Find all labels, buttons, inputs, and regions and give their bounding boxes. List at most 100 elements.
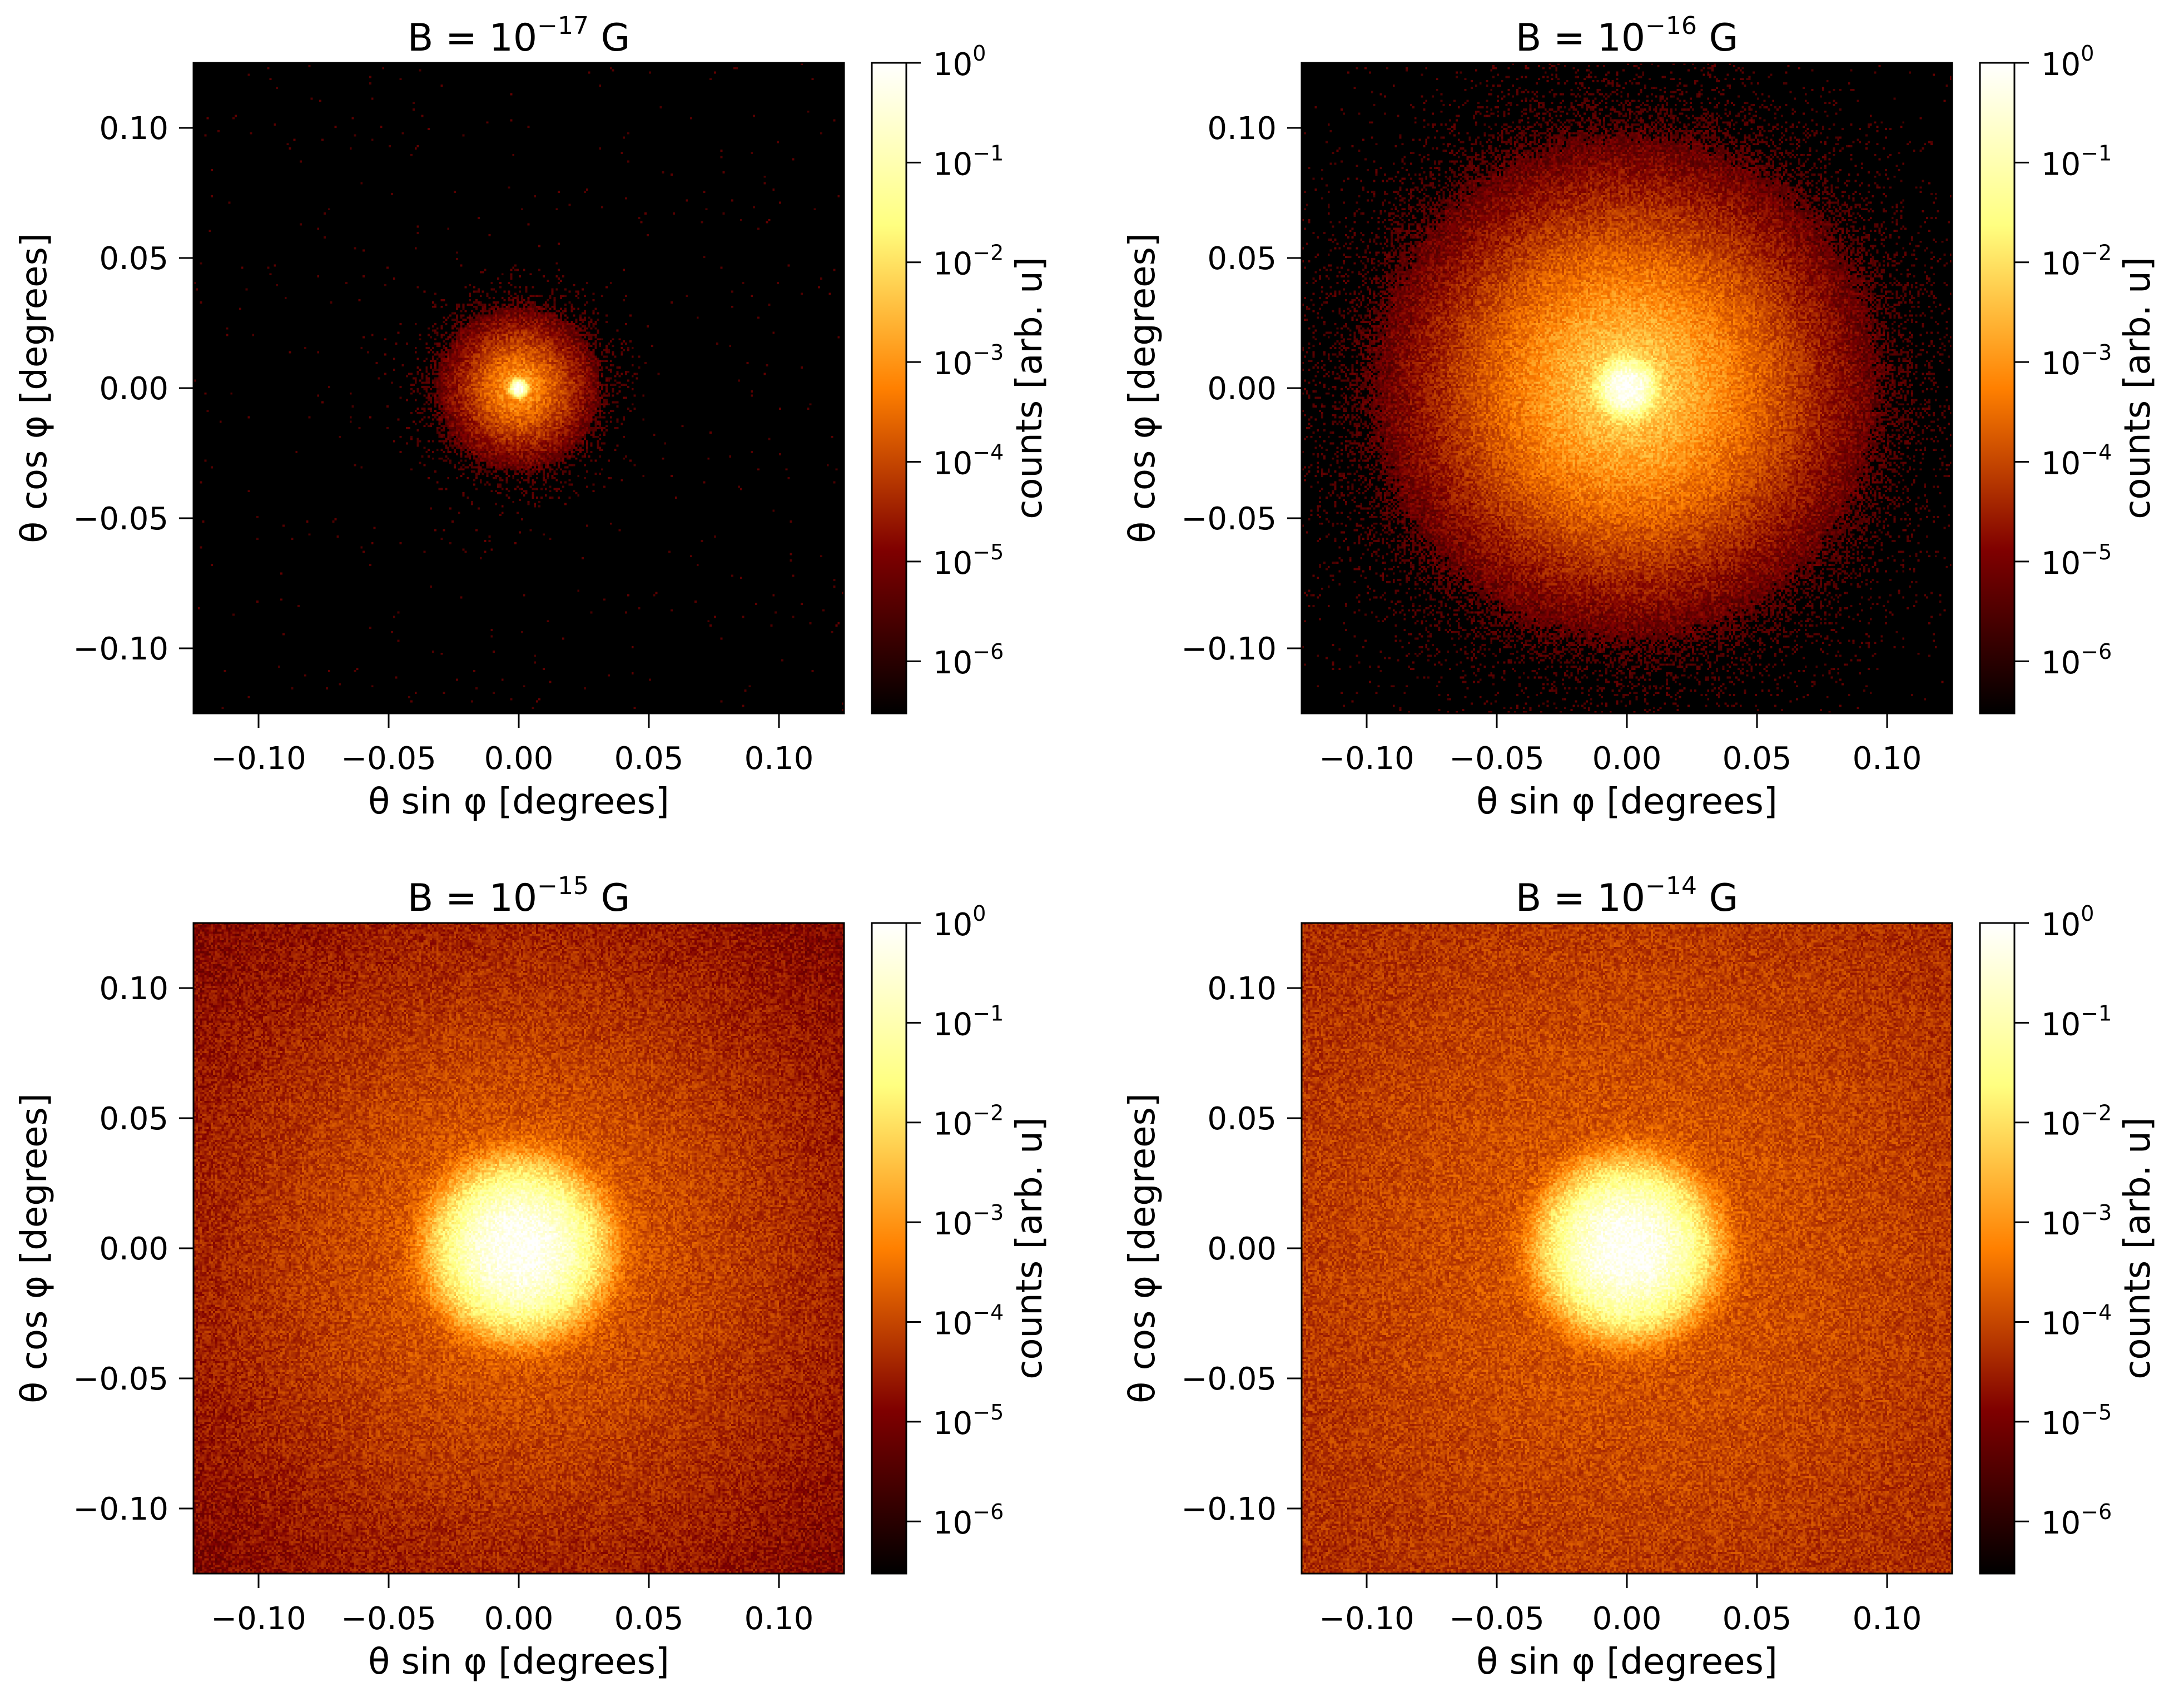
panel-2-colorbar-label: counts [arb. u] [2117, 257, 2158, 519]
panel-2-heatmap [1302, 63, 1952, 713]
panel-2-x-tick-label: 0.10 [1853, 741, 1922, 777]
panel-3: B = 10−15 G −0.10 −0.05 0.00 0.05 0.10 −0.10… [14, 872, 1050, 1683]
panel-4-y-label: θ cos φ [degrees] [1122, 1093, 1163, 1403]
panel-4-y-tick-label: −0.05 [1181, 1361, 1277, 1397]
panel-1-x-tick-label: 0.10 [744, 741, 814, 777]
panel-2-y-tick-label: −0.10 [1181, 631, 1277, 667]
panel-4-colorbar-label: counts [arb. u] [2117, 1117, 2158, 1380]
panel-1-colorbar-tick-label: 10−2 [933, 241, 1004, 282]
panel-4-colorbar-ticks: 100 10−1 10−2 10−3 10−4 10−5 10−6 [2014, 901, 2112, 1541]
panel-1-colorbar-tick-label: 10−6 [933, 639, 1004, 681]
panel-3-colorbar-gradient [871, 922, 907, 1575]
panel-3-x-tick-label: 0.00 [484, 1601, 554, 1637]
panel-3-colorbar-tick-label: 10−1 [933, 1001, 1004, 1043]
panel-3-colorbar-tick-label: 10−2 [933, 1101, 1004, 1143]
panel-3-title-suffix: G [589, 876, 630, 920]
panel-1-colorbar-tick-label: 10−1 [933, 141, 1004, 182]
panel-4: B = 10−14 G −0.10 −0.05 0.00 0.05 0.10 −0.10… [1122, 872, 2158, 1683]
panel-2-y-tick-label: −0.05 [1181, 501, 1277, 537]
panel-3-y-tick-label: −0.10 [73, 1491, 168, 1527]
panel-2-x-label: θ sin φ [degrees] [1476, 781, 1778, 822]
panel-4-colorbar-tick-label: 10−5 [2041, 1400, 2112, 1442]
panel-4-y-axis: −0.10 −0.05 0.00 0.05 0.10 [1181, 971, 1302, 1527]
panel-3-colorbar-label: counts [arb. u] [1009, 1117, 1050, 1380]
panel-3-y-tick-label: 0.00 [99, 1231, 168, 1267]
panel-2-colorbar: 100 10−1 10−2 10−3 10−4 10−5 10−6 counts [arb.… [1979, 41, 2158, 714]
panel-2-colorbar-gradient [1979, 62, 2016, 714]
panel-3-title-exponent: −15 [537, 872, 589, 900]
panel-1-colorbar-gradient [871, 62, 907, 714]
panel-3-colorbar-tick-label: 10−4 [933, 1300, 1004, 1342]
panel-2-colorbar-tick-label: 10−1 [2041, 141, 2112, 182]
panel-3-colorbar-tick-label: 10−6 [933, 1500, 1004, 1541]
panel-3-y-label: θ cos φ [degrees] [14, 1093, 55, 1403]
panel-4-title-suffix: G [1697, 876, 1738, 920]
panel-3-y-tick-label: 0.05 [99, 1101, 168, 1137]
panel-4-x-tick-label: −0.10 [1319, 1601, 1414, 1637]
panel-1-x-label: θ sin φ [degrees] [368, 781, 669, 822]
panel-2-colorbar-tick-label: 10−3 [2041, 340, 2112, 382]
panel-1-colorbar-ticks: 100 10−1 10−2 10−3 10−4 10−5 10−6 [906, 41, 1004, 681]
panel-2-x-tick-label: −0.10 [1319, 741, 1414, 777]
panel-2-colorbar-tick-label: 10−2 [2041, 241, 2112, 282]
panel-4-title: B = 10−14 G [1516, 872, 1739, 920]
panel-2-colorbar-tick-label: 10−4 [2041, 440, 2112, 482]
panel-1-x-tick-label: −0.10 [211, 741, 306, 777]
panel-2-title: B = 10−16 G [1516, 12, 1739, 60]
panel-4-colorbar-tick-label: 10−4 [2041, 1300, 2112, 1342]
panel-3-x-tick-label: −0.05 [341, 1601, 436, 1637]
panel-1-x-tick-label: 0.05 [614, 741, 684, 777]
panel-4-y-tick-label: 0.10 [1207, 971, 1277, 1007]
panel-1-x-tick-label: −0.05 [341, 741, 436, 777]
panel-2-colorbar-tick-label: 10−6 [2041, 639, 2112, 681]
panel-4-x-tick-label: −0.05 [1449, 1601, 1545, 1637]
panel-4-colorbar-gradient [1979, 922, 2016, 1575]
panel-3-title-prefix: B = 10 [408, 876, 537, 920]
panel-2-x-tick-label: −0.05 [1449, 741, 1545, 777]
panel-1-y-tick-label: 0.10 [99, 111, 168, 147]
panel-2-title-exponent: −16 [1645, 12, 1697, 40]
panel-4-x-axis: −0.10 −0.05 0.00 0.05 0.10 [1319, 1574, 1922, 1637]
panel-3-x-tick-label: 0.05 [614, 1601, 684, 1637]
panel-2-colorbar-ticks: 100 10−1 10−2 10−3 10−4 10−5 10−6 [2014, 41, 2112, 681]
panel-3-heatmap [193, 923, 844, 1574]
panel-2-title-suffix: G [1697, 16, 1738, 60]
panel-3-colorbar-tick-label: 10−5 [933, 1400, 1004, 1442]
panel-1-y-tick-label: −0.10 [73, 631, 168, 667]
panel-1-title-suffix: G [589, 16, 630, 60]
panel-1-y-axis: −0.10 −0.05 0.00 0.05 0.10 [73, 111, 193, 667]
panel-1-heatmap [193, 63, 844, 713]
panel-3-colorbar-tick-label: 100 [933, 901, 986, 943]
panel-2-y-tick-label: 0.00 [1207, 371, 1277, 407]
panel-2-colorbar-tick-label: 100 [2041, 41, 2094, 83]
panel-1-y-label: θ cos φ [degrees] [14, 233, 55, 543]
panel-4-colorbar-tick-label: 10−2 [2041, 1101, 2112, 1143]
panel-4-colorbar-tick-label: 10−3 [2041, 1200, 2112, 1242]
panel-3-y-axis: −0.10 −0.05 0.00 0.05 0.10 [73, 971, 193, 1527]
panel-4-x-tick-label: 0.10 [1853, 1601, 1922, 1637]
panel-3-x-tick-label: 0.10 [744, 1601, 814, 1637]
panel-4-x-label: θ sin φ [degrees] [1476, 1641, 1778, 1683]
panel-1-colorbar-tick-label: 10−3 [933, 340, 1004, 382]
panel-4-x-tick-label: 0.05 [1723, 1601, 1792, 1637]
panel-4-colorbar-tick-label: 10−6 [2041, 1500, 2112, 1541]
panel-4-title-prefix: B = 10 [1516, 876, 1645, 920]
panel-1-colorbar-tick-label: 10−4 [933, 440, 1004, 482]
panel-3-colorbar-tick-label: 10−3 [933, 1200, 1004, 1242]
panel-1-y-tick-label: 0.00 [99, 371, 168, 407]
panel-2-x-tick-label: 0.05 [1723, 741, 1792, 777]
panel-2-x-axis: −0.10 −0.05 0.00 0.05 0.10 [1319, 713, 1922, 777]
panel-1-title-exponent: −17 [537, 12, 589, 40]
panel-1-colorbar: 100 10−1 10−2 10−3 10−4 10−5 10−6 counts [arb.… [871, 41, 1050, 714]
panel-4-colorbar-tick-label: 100 [2041, 901, 2094, 943]
panel-2: B = 10−16 G −0.10 −0.05 0.00 0.05 0.10 −0.10… [1122, 12, 2158, 822]
panel-4-x-tick-label: 0.00 [1592, 1601, 1662, 1637]
panel-1-y-tick-label: 0.05 [99, 241, 168, 277]
panel-1-title: B = 10−17 G [408, 12, 631, 60]
panel-1-colorbar-tick-label: 10−5 [933, 540, 1004, 582]
panel-4-heatmap [1302, 923, 1952, 1574]
panel-2-y-tick-label: 0.05 [1207, 241, 1277, 277]
panel-3-y-tick-label: −0.05 [73, 1361, 168, 1397]
panel-3-title: B = 10−15 G [408, 872, 631, 920]
